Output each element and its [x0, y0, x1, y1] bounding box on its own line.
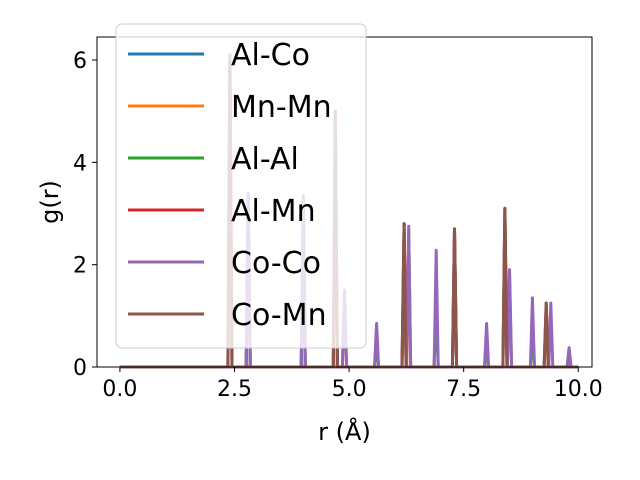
legend-label-al-mn: Al-Mn	[231, 194, 316, 229]
x-tick-label: 5.0	[332, 377, 367, 402]
x-tick-label: 7.5	[446, 377, 481, 402]
y-axis-label: g(r)	[36, 180, 64, 224]
y-tick-label: 4	[73, 151, 87, 176]
legend-label-mn-mn: Mn-Mn	[231, 90, 332, 125]
x-axis-label: r (Å)	[318, 417, 371, 446]
y-tick-label: 2	[73, 254, 87, 279]
x-tick-label: 10.0	[554, 377, 603, 402]
legend-label-al-co: Al-Co	[231, 38, 310, 73]
legend-label-al-al: Al-Al	[231, 142, 299, 177]
legend-label-co-co: Co-Co	[231, 246, 321, 281]
x-tick-label: 0.0	[102, 377, 137, 402]
legend-label-co-mn: Co-Mn	[231, 298, 327, 333]
y-tick-label: 0	[73, 356, 87, 381]
x-tick-label: 2.5	[217, 377, 252, 402]
ticks-layer: 0.0 2.5 5.0 7.5 10.0 0 2 4 6	[73, 49, 603, 402]
y-tick-label: 6	[73, 49, 87, 74]
legend: Al-Co Mn-Mn Al-Al Al-Mn Co-Co Co-Mn	[115, 23, 367, 349]
